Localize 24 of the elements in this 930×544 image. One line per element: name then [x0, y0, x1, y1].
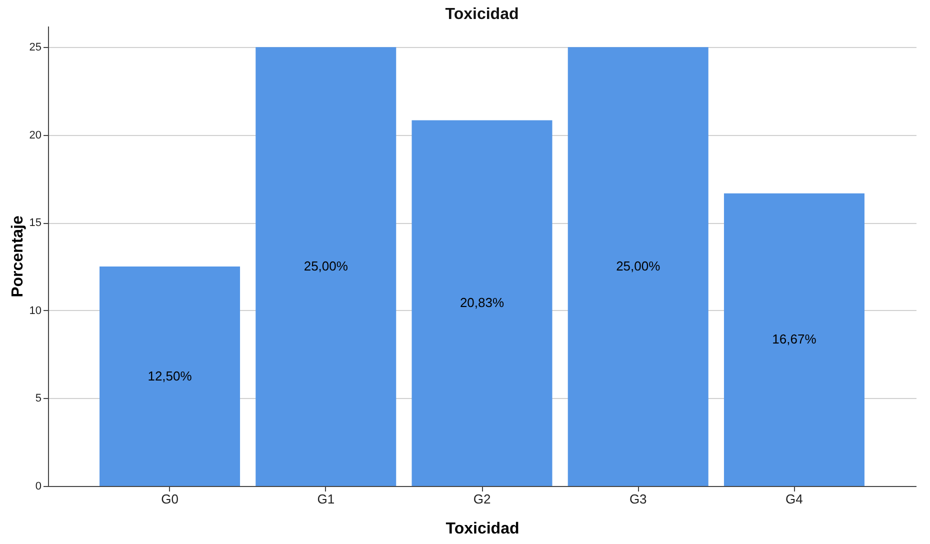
- bar: [256, 47, 396, 486]
- y-axis-title: Porcentaje: [9, 215, 26, 298]
- y-tick-label: 15: [29, 217, 42, 230]
- data-label: 20,83%: [460, 295, 504, 310]
- data-label: 25,00%: [304, 258, 348, 274]
- y-tick-label: 5: [35, 392, 42, 405]
- bar: [568, 47, 708, 486]
- data-label: 12,50%: [148, 368, 192, 384]
- data-label: 25,00%: [616, 258, 661, 274]
- chart-title: Toxicidad: [445, 6, 519, 23]
- x-tick-label: G4: [786, 492, 803, 506]
- bar: [100, 266, 240, 486]
- y-tick-label: 0: [35, 480, 42, 492]
- x-tick-label: G0: [161, 492, 178, 506]
- bar: [724, 193, 864, 486]
- x-tick-label: G1: [317, 492, 335, 506]
- x-axis-title: Toxicidad: [446, 520, 520, 538]
- data-label: 16,67%: [772, 332, 817, 347]
- y-tick-label: 25: [29, 42, 42, 54]
- x-tick-label: G3: [629, 492, 647, 506]
- bar: [412, 120, 552, 486]
- y-tick-label: 10: [29, 304, 42, 317]
- x-tick-label: G2: [473, 492, 491, 506]
- y-tick-label: 20: [29, 129, 42, 142]
